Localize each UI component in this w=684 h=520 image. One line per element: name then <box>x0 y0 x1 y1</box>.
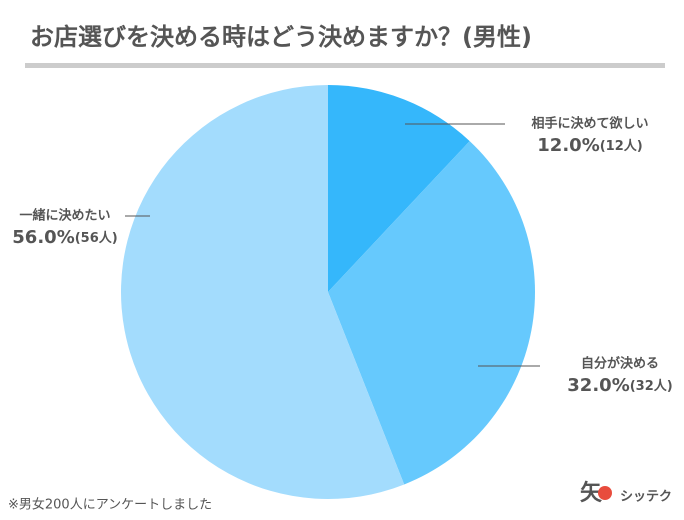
pie-slice <box>121 85 405 500</box>
brand-glyph: 矢 <box>580 480 603 506</box>
slice-label: 自分が決める <box>581 356 659 372</box>
brand-name: シッテク <box>620 490 672 505</box>
count-label: (32人) <box>630 378 673 394</box>
value-label: 32.0% <box>567 375 629 396</box>
value-label: 56.0% <box>12 227 74 248</box>
slice-value: 12.0%(12人) <box>537 135 642 156</box>
title-rule <box>25 63 665 68</box>
brand-icon <box>598 486 612 500</box>
pie-slice <box>328 141 536 485</box>
slice-label: 一緒に決めたい <box>19 208 110 224</box>
count-label: (12人) <box>600 138 643 154</box>
footnote: ※男女200人にアンケートしました <box>8 497 212 513</box>
chart-title: お店選びを決める時はどう決めますか？(男性) <box>30 23 532 51</box>
slice-label: 相手に決めて欲しい <box>531 116 648 132</box>
value-label: 12.0% <box>537 135 599 156</box>
slice-value: 56.0%(56人) <box>12 227 117 248</box>
pie-slice <box>328 85 470 292</box>
count-label: (56人) <box>75 230 118 246</box>
slice-value: 32.0%(32人) <box>567 375 672 396</box>
